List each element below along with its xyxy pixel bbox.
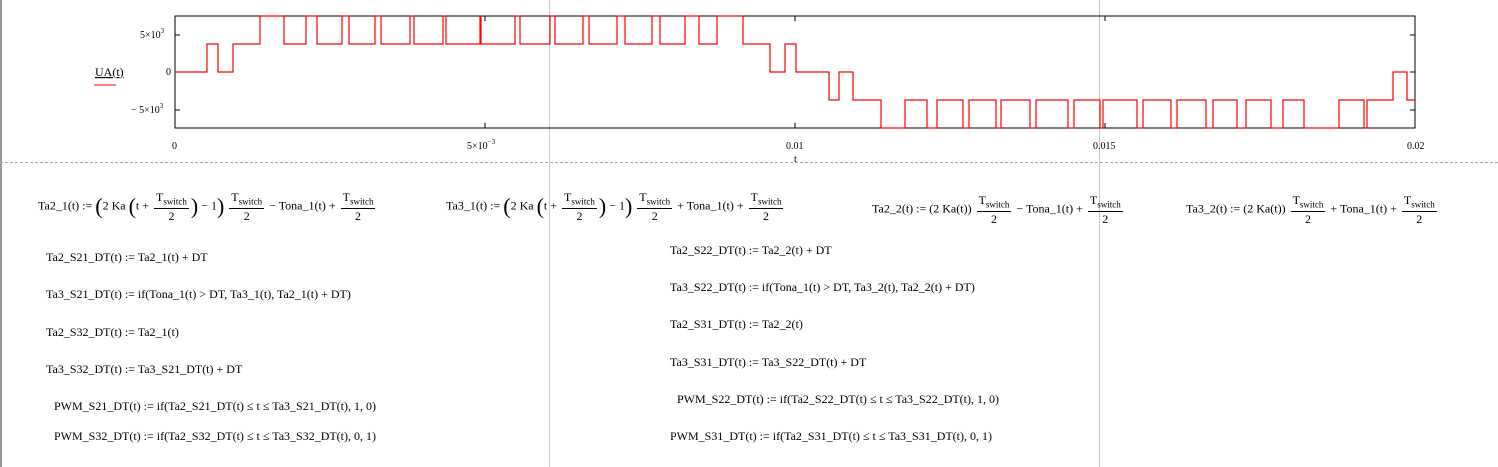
equation-ta3-s21-dt[interactable]: Ta3_S21_DT(t) := if(Tona_1(t) > DT, Ta3_… bbox=[46, 287, 351, 301]
fraction: Tswitch 2 bbox=[748, 190, 784, 224]
eq-term: t + bbox=[543, 198, 558, 213]
page-break-line bbox=[1099, 0, 1100, 467]
equation-ta3-s32-dt[interactable]: Ta3_S32_DT(t) := Ta3_S21_DT(t) + DT bbox=[46, 362, 243, 376]
eq-term: − 1 bbox=[201, 198, 217, 213]
worksheet-left-border bbox=[0, 0, 2, 467]
x-axis-variable: t bbox=[794, 154, 797, 165]
y-tick-label: 0 bbox=[166, 67, 171, 78]
fraction: Tswitch 2 bbox=[1087, 193, 1123, 227]
paren: ( bbox=[503, 193, 511, 219]
ua-trace-line bbox=[175, 15, 1415, 129]
equation-ta2-s32-dt[interactable]: Ta2_S32_DT(t) := Ta2_1(t) bbox=[46, 325, 179, 339]
equation-ta2-1[interactable]: Ta2_1(t) := (2 Ka (t + Tswitch 2) − 1) Ts… bbox=[38, 190, 377, 223]
paren: ) bbox=[624, 193, 633, 219]
equation-ta3-s31-dt[interactable]: Ta3_S31_DT(t) := Ta3_S22_DT(t) + DT bbox=[670, 355, 867, 369]
equation-ta2-s22-dt[interactable]: Ta2_S22_DT(t) := Ta2_2(t) + DT bbox=[670, 243, 832, 257]
fraction: Tswitch 2 bbox=[1401, 193, 1437, 227]
fraction: Tswitch 2 bbox=[154, 190, 189, 224]
ua-plot[interactable]: 5×103 0 − 5×103 0 5×10−3 0.01 0.015 0.02… bbox=[0, 0, 1498, 165]
eq-term: + Tona_1(t) + bbox=[1330, 201, 1397, 216]
equation-lhs: Ta3_2(t) := bbox=[1186, 201, 1241, 216]
x-tick-label: 0.01 bbox=[786, 141, 804, 152]
paren: ( bbox=[128, 193, 136, 219]
eq-term: − 1 bbox=[609, 198, 625, 213]
paren: ) bbox=[598, 193, 607, 219]
plot-frame bbox=[174, 15, 1416, 129]
equation-ta3-1[interactable]: Ta3_1(t) := (2 Ka (t + Tswitch 2) − 1) Ts… bbox=[446, 190, 785, 223]
fraction: Tswitch 2 bbox=[1290, 193, 1326, 227]
eq-term: − Tona_1(t) + bbox=[1016, 201, 1083, 216]
eq-term: − Tona_1(t) + bbox=[269, 198, 336, 213]
equation-ta3-s22-dt[interactable]: Ta3_S22_DT(t) := if(Tona_1(t) > DT, Ta3_… bbox=[670, 280, 975, 294]
x-tick-label: 0.02 bbox=[1407, 141, 1425, 152]
equation-ta2-2[interactable]: Ta2_2(t) := (2 Ka(t)) Tswitch 2 − Tona_1(… bbox=[872, 193, 1125, 226]
paren: ( bbox=[95, 193, 103, 219]
paren: ) bbox=[216, 193, 225, 219]
equation-lhs: Ta3_1(t) := bbox=[446, 198, 501, 213]
paren: ) bbox=[190, 193, 199, 219]
equation-pwm-s31-dt[interactable]: PWM_S31_DT(t) := if(Ta2_S31_DT(t) ≤ t ≤ … bbox=[670, 429, 993, 443]
equation-pwm-s21-dt[interactable]: PWM_S21_DT(t) := if(Ta2_S21_DT(t) ≤ t ≤ … bbox=[54, 399, 377, 413]
y-tick-label: − 5×103 bbox=[131, 102, 164, 116]
equation-ta2-s21-dt[interactable]: Ta2_S21_DT(t) := Ta2_1(t) + DT bbox=[46, 250, 208, 264]
x-axis-ticks bbox=[484, 16, 1106, 128]
y-axis-ticks bbox=[175, 34, 1415, 111]
y-tick-label: 5×103 bbox=[140, 27, 165, 41]
page-break-line bbox=[549, 0, 550, 467]
y-axis-label: UA(t) bbox=[95, 65, 124, 79]
equation-lhs: Ta2_1(t) := bbox=[38, 198, 93, 213]
eq-term: + Tona_1(t) + bbox=[677, 198, 744, 213]
region-separator bbox=[0, 162, 1498, 163]
x-tick-label: 5×10−3 bbox=[467, 138, 496, 152]
equation-pwm-s22-dt[interactable]: PWM_S22_DT(t) := if(Ta2_S22_DT(t) ≤ t ≤ … bbox=[677, 392, 1000, 406]
fraction: Tswitch 2 bbox=[976, 193, 1012, 227]
eq-term: 2 Ka bbox=[510, 198, 534, 213]
eq-term: (2 Ka(t)) bbox=[1243, 201, 1286, 216]
fraction: Tswitch 2 bbox=[562, 190, 597, 224]
eq-term: t + bbox=[135, 198, 150, 213]
equation-lhs: Ta2_2(t) := bbox=[872, 201, 927, 216]
fraction: Tswitch 2 bbox=[229, 190, 265, 224]
equation-pwm-s32-dt[interactable]: PWM_S32_DT(t) := if(Ta2_S32_DT(t) ≤ t ≤ … bbox=[54, 429, 377, 443]
x-tick-label: 0.015 bbox=[1093, 141, 1116, 152]
equation-ta3-2[interactable]: Ta3_2(t) := (2 Ka(t)) Tswitch 2 + Tona_1(… bbox=[1186, 193, 1439, 226]
equation-ta2-s31-dt[interactable]: Ta2_S31_DT(t) := Ta2_2(t) bbox=[670, 317, 803, 331]
eq-term: (2 Ka(t)) bbox=[929, 201, 972, 216]
fraction: Tswitch 2 bbox=[637, 190, 673, 224]
paren: ( bbox=[536, 193, 544, 219]
x-tick-label: 0 bbox=[172, 141, 177, 152]
fraction: Tswitch 2 bbox=[340, 190, 376, 224]
eq-term: 2 Ka bbox=[102, 198, 126, 213]
